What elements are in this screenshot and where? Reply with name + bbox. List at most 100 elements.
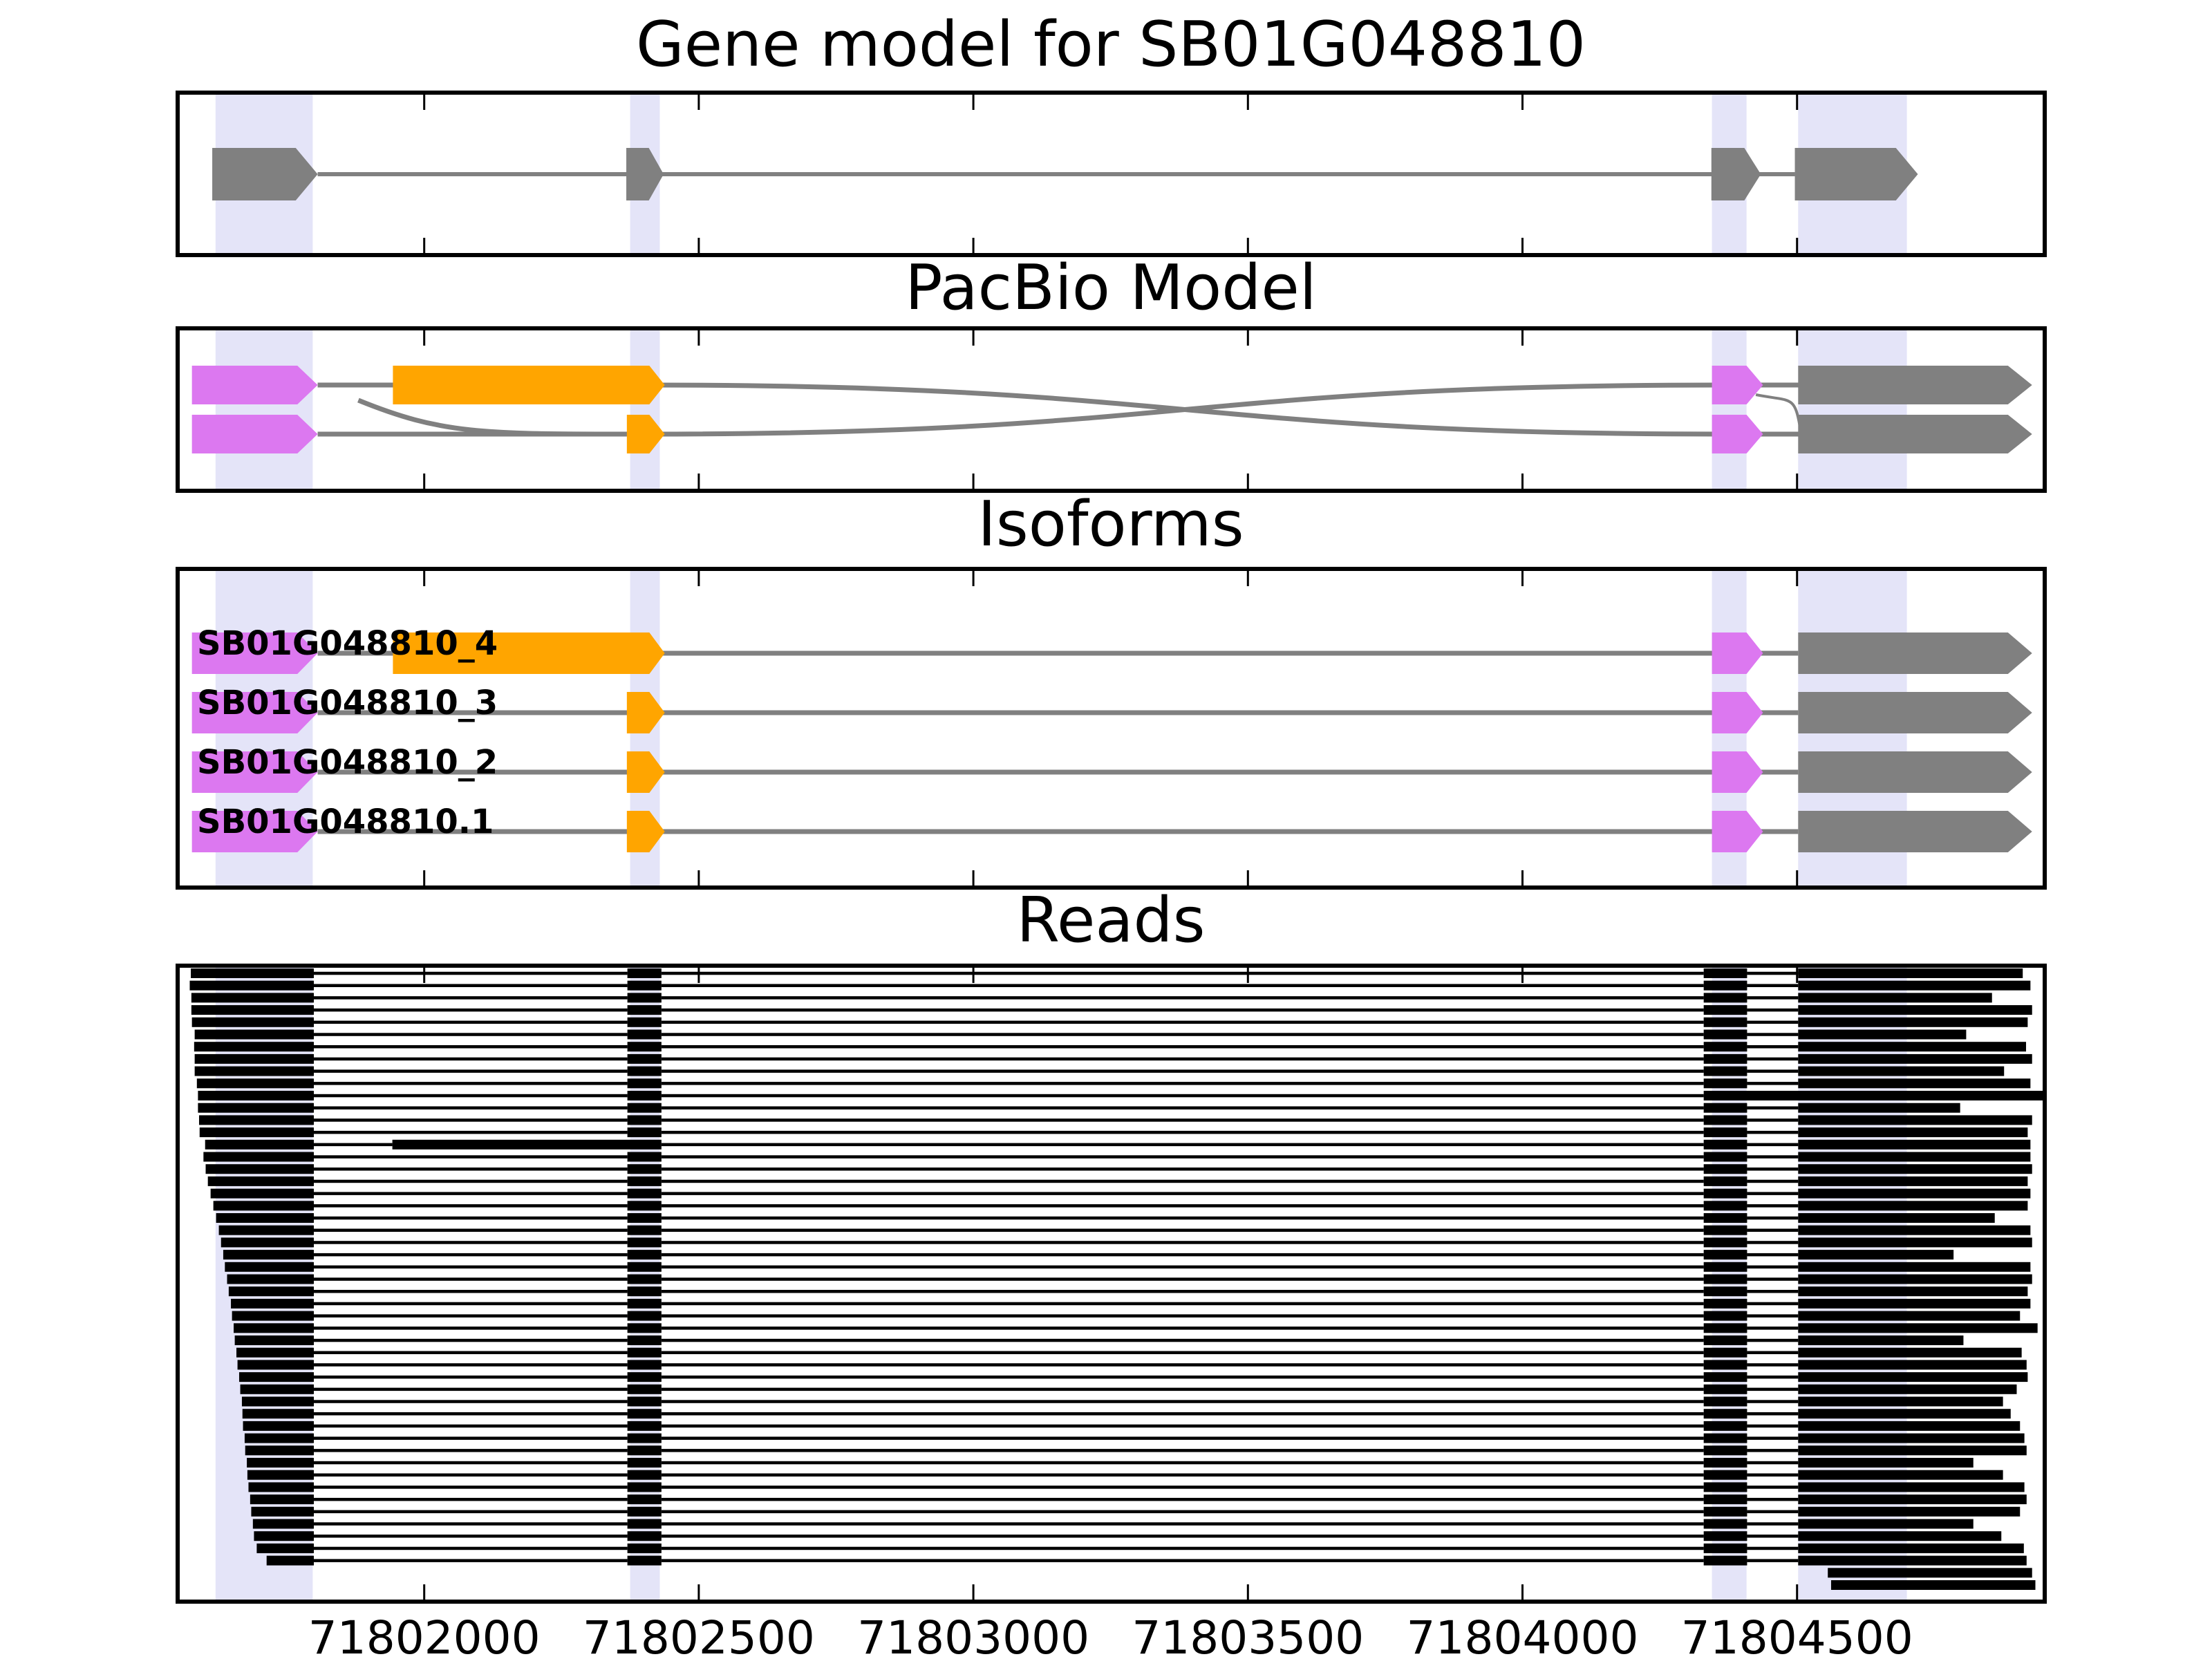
- read-exon-block: [627, 1164, 662, 1174]
- read-exon-block: [251, 1506, 315, 1517]
- read-intron-line: [661, 1179, 1704, 1183]
- read-exon-block: [1703, 1127, 1747, 1138]
- read-exon-block: [627, 1347, 662, 1358]
- exon-orange: [626, 811, 665, 852]
- read-intron-line: [1747, 1327, 1799, 1330]
- read-intron-line: [661, 1510, 1704, 1514]
- read-exon-block: [627, 1543, 662, 1553]
- read-exon-block: [627, 1127, 662, 1138]
- read-intron-line: [1747, 1485, 1799, 1489]
- highlight-band-exon4-region: [1798, 328, 1907, 491]
- read-exon-block: [627, 993, 662, 1003]
- read-exon-block: [1703, 1005, 1747, 1015]
- read-exon-block: [627, 1066, 662, 1076]
- read-intron-line: [661, 996, 1704, 1000]
- read-intron-line: [314, 1228, 628, 1232]
- panel-title-isoforms: Isoforms: [977, 488, 1244, 561]
- read-intron-line: [661, 1069, 1704, 1073]
- read-intron-line: [314, 971, 628, 975]
- read-exon-block: [250, 1494, 315, 1505]
- read-exon-block: [1798, 1274, 2032, 1284]
- read-exon-block: [1798, 1335, 1964, 1345]
- read-intron-line: [314, 1241, 628, 1244]
- exon-magenta: [1712, 811, 1763, 852]
- read-intron-line: [661, 1082, 1704, 1085]
- read-exon-block: [248, 1482, 315, 1492]
- read-exon-block: [1798, 1152, 2031, 1162]
- read-intron-line: [314, 1143, 393, 1147]
- read-exon-block: [234, 1323, 315, 1333]
- panel-title-pacbio: PacBio Model: [905, 252, 1317, 324]
- read-intron-line: [1747, 1265, 1799, 1269]
- read-exon-block: [1828, 1568, 2032, 1578]
- read-intron-line: [314, 1485, 628, 1489]
- exon-magenta: [191, 415, 318, 453]
- read-exon-block: [1703, 1470, 1747, 1480]
- read-intron-line: [661, 1143, 1704, 1147]
- read-exon-block: [1703, 1042, 1747, 1052]
- read-exon-block: [1703, 1152, 1747, 1162]
- read-exon-block: [1703, 1103, 1747, 1113]
- read-exon-block: [218, 1225, 315, 1235]
- read-intron-line: [314, 1400, 628, 1403]
- read-intron-line: [1747, 1008, 1799, 1012]
- read-intron-line: [661, 1216, 1704, 1220]
- read-exon-block: [627, 1445, 662, 1456]
- read-exon-block: [256, 1543, 315, 1553]
- splice-connector-curve: [357, 397, 633, 437]
- exon-gray: [1798, 366, 2032, 404]
- read-intron-line: [661, 1033, 1704, 1036]
- read-exon-block: [191, 1017, 315, 1027]
- splice-connector-s: [1755, 393, 1801, 427]
- panel-frame: [176, 326, 2047, 493]
- read-exon-block: [228, 1286, 315, 1297]
- read-exon-block: [627, 1213, 662, 1223]
- read-exon-block: [1703, 1445, 1747, 1456]
- highlight-band-exon1-region: [215, 328, 313, 491]
- read-intron-line: [661, 1351, 1704, 1354]
- read-intron-line: [1747, 1020, 1799, 1024]
- read-exon-block: [1798, 1262, 2031, 1272]
- read-exon-block: [1798, 1017, 2028, 1027]
- read-exon-block: [1798, 1445, 2027, 1456]
- read-intron-line: [661, 1118, 1704, 1122]
- exon-orange: [393, 366, 665, 404]
- read-exon-block: [1798, 1078, 2031, 1089]
- read-intron-line: [661, 1228, 1704, 1232]
- x-tick-label: 71802000: [308, 1611, 541, 1659]
- read-intron-line: [661, 1461, 1704, 1465]
- read-exon-block: [252, 1519, 315, 1529]
- read-intron-line: [314, 1412, 628, 1416]
- read-intron-line: [314, 1253, 628, 1257]
- read-intron-line: [1747, 1179, 1799, 1183]
- read-intron-line: [314, 1216, 628, 1220]
- read-exon-block: [1798, 1115, 2032, 1125]
- highlight-band-exon2-region: [630, 328, 660, 491]
- read-exon-block: [392, 1139, 662, 1150]
- read-intron-line: [661, 1546, 1704, 1550]
- read-intron-line: [1747, 1522, 1799, 1526]
- read-exon-block: [1703, 1543, 1747, 1553]
- read-exon-block: [1703, 1115, 1747, 1125]
- read-intron-line: [661, 971, 1704, 975]
- read-intron-line: [661, 1106, 1704, 1109]
- read-exon-block: [1798, 1213, 1995, 1223]
- read-intron-line: [314, 984, 628, 987]
- read-exon-block: [1703, 1372, 1747, 1382]
- panel-gene-model: [176, 91, 2047, 257]
- read-intron-line: [1747, 1277, 1799, 1281]
- read-exon-block: [627, 1274, 662, 1284]
- read-intron-line: [314, 1424, 628, 1428]
- read-exon-block: [1703, 1458, 1747, 1468]
- read-intron-line: [661, 1436, 1704, 1440]
- read-exon-block: [1703, 1188, 1747, 1199]
- read-exon-block: [627, 1506, 662, 1517]
- read-exon-block: [627, 1042, 662, 1052]
- read-exon-block: [1703, 1311, 1747, 1321]
- read-exon-block: [1798, 1519, 1974, 1529]
- read-exon-block: [627, 1372, 662, 1382]
- read-exon-block: [1798, 1372, 2028, 1382]
- read-intron-line: [314, 1302, 628, 1306]
- read-exon-block: [198, 1115, 315, 1125]
